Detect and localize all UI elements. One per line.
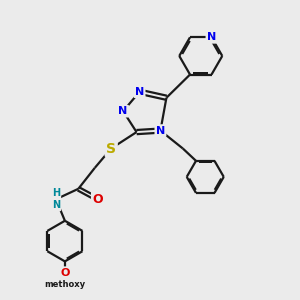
Text: N: N <box>135 87 144 97</box>
Text: N: N <box>156 126 165 136</box>
Text: H
N: H N <box>52 188 60 210</box>
Text: O: O <box>60 268 70 278</box>
Text: methoxy: methoxy <box>44 280 86 289</box>
Text: S: S <box>106 142 116 155</box>
Text: N: N <box>118 106 128 116</box>
Text: O: O <box>92 193 103 206</box>
Text: N: N <box>207 32 216 42</box>
